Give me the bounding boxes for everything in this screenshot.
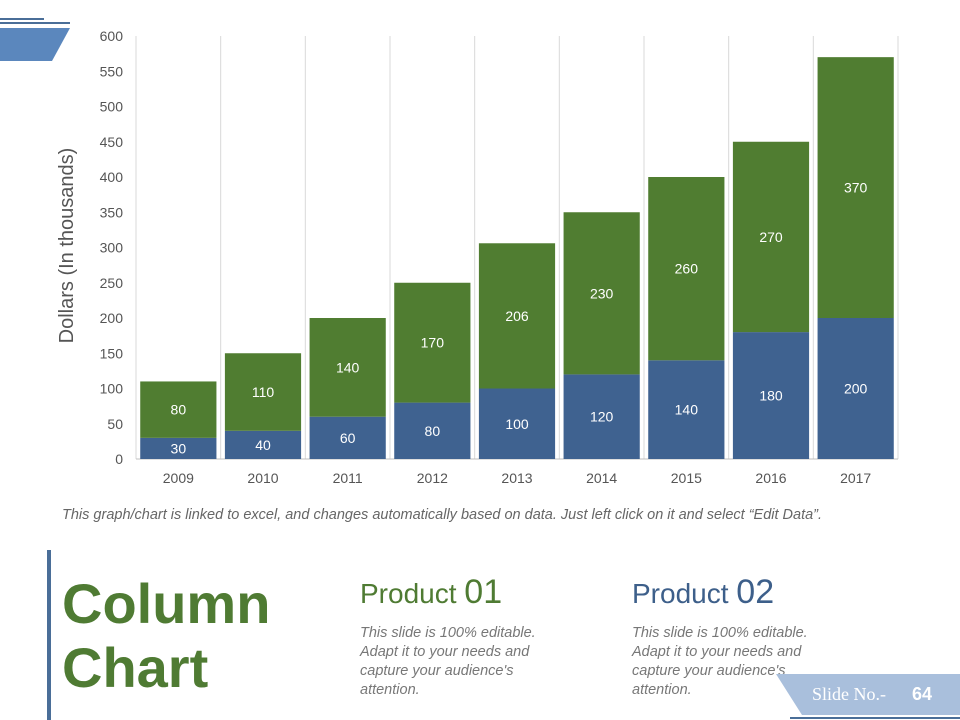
- bar: [224, 430, 302, 459]
- slide-number: 64: [912, 684, 932, 704]
- bar-data-label: 140: [675, 402, 699, 418]
- bar: [140, 381, 217, 438]
- bar: [563, 212, 640, 375]
- bar-data-label: 370: [844, 180, 868, 196]
- product-02-word: Product: [632, 578, 729, 609]
- bar: [309, 416, 386, 459]
- title-accent-bar: [47, 550, 51, 720]
- y-tick-label: 450: [100, 134, 124, 150]
- page-title: Column Chart: [62, 572, 312, 700]
- y-tick-label: 50: [107, 416, 123, 432]
- product-02-number: 02: [736, 573, 775, 611]
- y-tick-label: 200: [100, 310, 124, 326]
- bar-data-label: 200: [844, 381, 868, 397]
- bar: [478, 388, 556, 459]
- product-02-block: Product 02 This slide is 100% editable. …: [632, 570, 892, 700]
- x-tick-label: 2010: [247, 470, 278, 486]
- x-tick-label: 2009: [163, 470, 194, 486]
- y-tick-label: 0: [115, 451, 123, 467]
- product-01-description: This slide is 100% editable. Adapt it to…: [360, 625, 536, 698]
- bar: [478, 243, 556, 389]
- bar-data-label: 206: [505, 308, 529, 324]
- bar: [817, 318, 894, 459]
- y-tick-label: 100: [100, 381, 124, 397]
- bar: [817, 57, 894, 319]
- product-01-block: Product 01 This slide is 100% editable. …: [360, 570, 620, 700]
- bar-data-label: 40: [255, 437, 271, 453]
- x-tick-label: 2013: [501, 470, 532, 486]
- x-tick-label: 2015: [671, 470, 702, 486]
- y-tick-label: 350: [100, 204, 124, 220]
- y-tick-label: 300: [100, 240, 124, 256]
- title-line-2: Chart: [62, 636, 209, 699]
- bar: [563, 374, 640, 459]
- bar: [394, 282, 471, 403]
- y-tick-label: 150: [100, 345, 124, 361]
- y-axis-label: Dollars (In thousands): [56, 148, 78, 344]
- x-tick-label: 2011: [333, 470, 363, 486]
- product-01-word: Product: [360, 578, 457, 609]
- y-tick-label: 250: [100, 275, 124, 291]
- y-tick-label: 600: [100, 28, 124, 44]
- corner-decoration: [0, 18, 70, 61]
- bar-data-label: 60: [340, 430, 356, 446]
- y-tick-label: 550: [100, 63, 124, 79]
- bar-data-label: 260: [675, 261, 699, 277]
- bar-data-label: 120: [590, 409, 614, 425]
- bar-data-label: 140: [336, 359, 360, 375]
- column-chart: 0 50 100 150 200 250 300 350 400 450 500 550 600 30 80…: [56, 28, 899, 486]
- slide-number-label: Slide No.-: [812, 684, 886, 704]
- x-tick-label: 2014: [586, 470, 617, 486]
- product-01-heading: Product 01: [360, 570, 620, 616]
- title-line-1: Column: [62, 572, 271, 635]
- x-tick-label: 2016: [755, 470, 786, 486]
- x-tick-label: 2012: [417, 470, 448, 486]
- bar: [648, 360, 725, 459]
- y-tick-label: 500: [100, 99, 124, 115]
- bar: [732, 141, 810, 333]
- bar-data-label: 180: [759, 388, 783, 404]
- y-tick-label: 400: [100, 169, 124, 185]
- bar: [648, 177, 725, 361]
- bar: [394, 402, 471, 459]
- chart-note: This graph/chart is linked to excel, and…: [62, 507, 823, 523]
- product-02-description: This slide is 100% editable. Adapt it to…: [632, 625, 808, 698]
- product-02-heading: Product 02: [632, 570, 892, 616]
- bar-data-label: 270: [759, 229, 783, 245]
- bar-data-label: 30: [171, 440, 187, 456]
- x-tick-label: 2017: [840, 470, 871, 486]
- bar-data-label: 100: [505, 416, 529, 432]
- product-01-number: 01: [464, 573, 503, 611]
- bar: [224, 353, 302, 431]
- bar: [140, 437, 217, 459]
- bar: [309, 318, 386, 417]
- bar-data-label: 80: [171, 402, 187, 418]
- bar-data-label: 80: [425, 423, 441, 439]
- bar-data-label: 110: [252, 384, 275, 400]
- bar-data-label: 230: [590, 285, 614, 301]
- bar: [732, 332, 810, 459]
- bar-data-label: 170: [421, 335, 445, 351]
